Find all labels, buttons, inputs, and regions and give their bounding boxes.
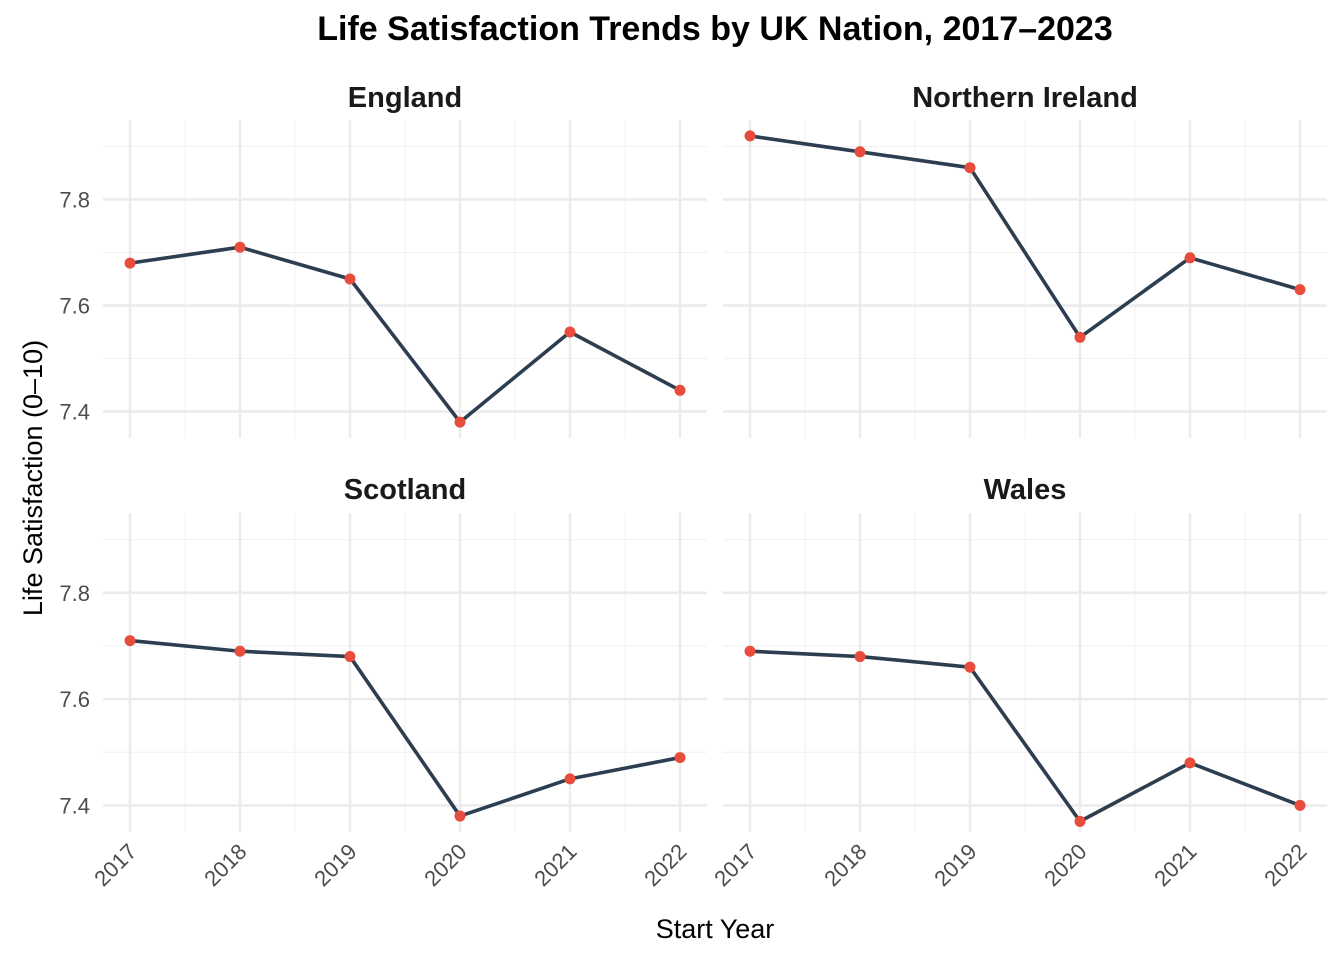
x-tick-label: 2021 <box>529 839 581 891</box>
data-point <box>564 773 576 785</box>
series-line <box>749 649 1301 824</box>
y-axis-tick-labels: 7.4 7.6 7.8 7.4 7.6 7.8 <box>59 188 90 819</box>
data-point <box>564 326 576 338</box>
panel-northern-ireland: Northern Ireland <box>723 82 1327 438</box>
data-point <box>1294 284 1306 296</box>
x-tick-label: 2019 <box>309 839 361 891</box>
x-axis-tick-labels: 2017 2018 2019 2020 2021 2022 2017 2018 2019 2020… <box>89 839 1311 891</box>
x-tick-label: 2019 <box>929 839 981 891</box>
y-tick-label: 7.8 <box>59 188 90 213</box>
data-point <box>1184 252 1196 264</box>
panel-strip-label: Wales <box>984 474 1067 506</box>
data-point <box>1074 331 1086 343</box>
panel-strip-label: Scotland <box>344 474 466 506</box>
x-tick-label: 2018 <box>819 839 871 891</box>
x-tick-label: 2021 <box>1149 839 1201 891</box>
data-point <box>1184 757 1196 769</box>
data-point <box>674 752 686 764</box>
x-tick-label: 2022 <box>1259 839 1311 891</box>
y-axis-title: Life Satisfaction (0–10) <box>18 340 48 616</box>
x-tick-label: 2020 <box>419 839 471 891</box>
chart-title: Life Satisfaction Trends by UK Nation, 2… <box>317 10 1113 48</box>
x-tick-label: 2018 <box>199 839 251 891</box>
x-tick-label: 2017 <box>89 839 141 891</box>
y-tick-label: 7.6 <box>59 294 90 319</box>
series-line <box>129 245 681 424</box>
series-line <box>749 134 1301 340</box>
data-point <box>674 384 686 396</box>
x-axis-title: Start Year <box>656 914 775 944</box>
panel-wales: Wales <box>723 474 1327 832</box>
data-point <box>234 645 246 657</box>
data-point <box>234 241 246 253</box>
data-point <box>854 146 866 158</box>
x-tick-label: 2022 <box>639 839 691 891</box>
series-line <box>129 638 681 818</box>
data-point <box>454 416 466 428</box>
y-tick-label: 7.6 <box>59 687 90 712</box>
x-tick-label: 2020 <box>1039 839 1091 891</box>
y-tick-label: 7.8 <box>59 581 90 606</box>
x-tick-label: 2017 <box>709 839 761 891</box>
data-point <box>964 661 976 673</box>
data-point <box>1074 815 1086 827</box>
data-point <box>124 257 136 269</box>
data-point <box>1294 799 1306 811</box>
data-point <box>744 130 756 142</box>
panels-group: England Northern Ireland Scotland Wales <box>103 82 1327 832</box>
data-point <box>124 635 136 647</box>
data-point <box>744 645 756 657</box>
panel-strip-label: England <box>348 82 462 114</box>
panel-england: England <box>103 82 707 438</box>
data-point <box>964 162 976 174</box>
panel-strip-label: Northern Ireland <box>912 82 1138 114</box>
y-tick-label: 7.4 <box>59 400 90 425</box>
data-point <box>454 810 466 822</box>
y-tick-label: 7.4 <box>59 793 90 818</box>
panel-scotland: Scotland <box>103 474 707 832</box>
data-point <box>344 651 356 663</box>
data-point <box>854 651 866 663</box>
data-point <box>344 273 356 285</box>
